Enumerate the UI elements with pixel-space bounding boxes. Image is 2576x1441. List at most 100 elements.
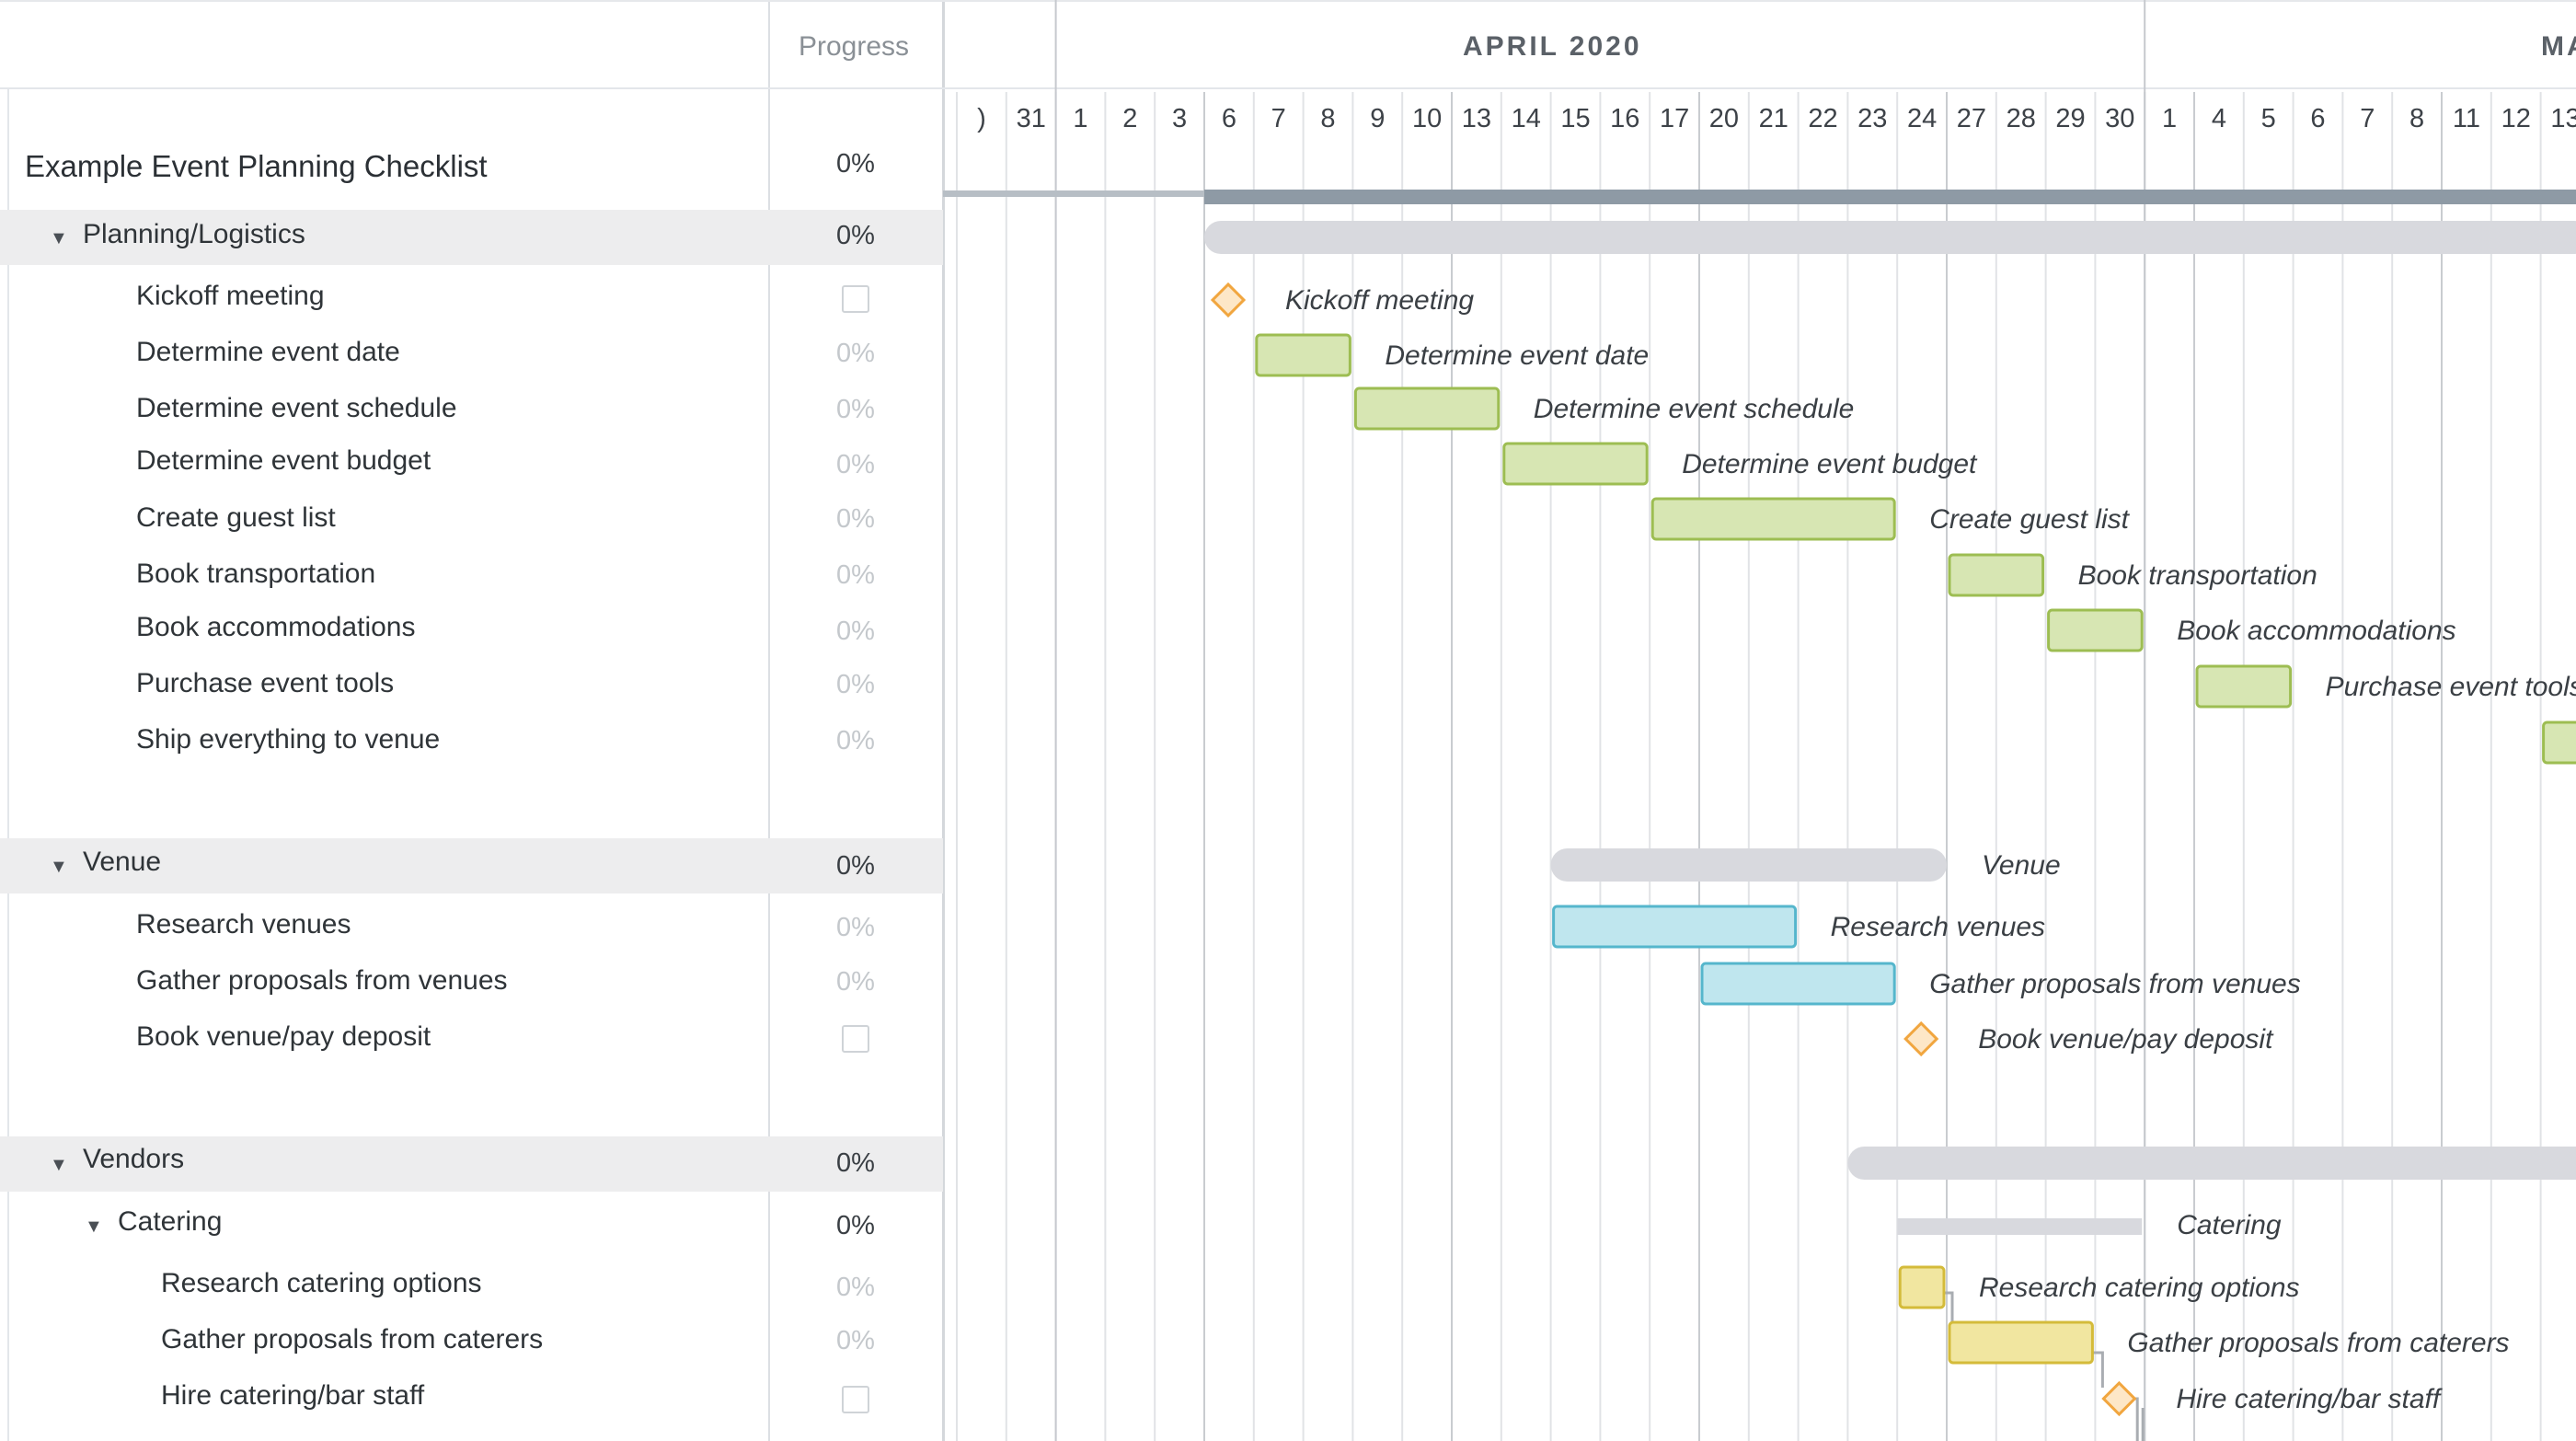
day-label: 13 <box>1462 104 1491 133</box>
day-label: 1 <box>1073 104 1087 133</box>
project-title[interactable]: Example Event Planning Checklist <box>25 149 488 183</box>
day-label: 23 <box>1857 104 1887 133</box>
task-name[interactable]: Research catering options <box>161 1268 482 1298</box>
group-label-planning[interactable]: Planning/Logistics <box>83 219 305 249</box>
day-label: 28 <box>2007 104 2036 133</box>
collapse-caret-icon[interactable]: ▼ <box>85 1216 103 1237</box>
group-label-venue[interactable]: Venue <box>83 847 162 877</box>
task-bar <box>1948 1320 2094 1365</box>
task-progress: 0% <box>836 726 875 755</box>
task-bar <box>1353 386 1501 431</box>
task-name[interactable]: Gather proposals from caterers <box>161 1324 544 1355</box>
task-name[interactable]: Determine event budget <box>136 445 431 476</box>
day-label: 6 <box>1222 104 1236 133</box>
day-label: 3 <box>1172 104 1187 133</box>
day-label: 7 <box>1271 104 1286 133</box>
group-progress-venue: 0% <box>836 851 875 881</box>
day-label: 13 <box>2550 104 2576 133</box>
day-label: 12 <box>2501 104 2531 133</box>
task-progress: 0% <box>836 504 875 534</box>
task-name[interactable]: Purchase event tools <box>136 668 395 698</box>
task-bar <box>2542 720 2576 765</box>
day-label: 27 <box>1957 104 1986 133</box>
group-row-vendors[interactable] <box>0 1136 943 1192</box>
day-label: 21 <box>1759 104 1788 133</box>
day-label: 10 <box>1412 104 1442 133</box>
task-name[interactable]: Kickoff meeting <box>136 281 325 311</box>
milestone-checkbox[interactable] <box>842 1386 869 1413</box>
task-name[interactable]: Book venue/pay deposit <box>136 1021 431 1052</box>
task-bar <box>1255 333 1351 377</box>
task-name[interactable]: Book transportation <box>136 559 376 589</box>
header-bottom-line <box>0 87 943 89</box>
task-bar-label: Research venues <box>1831 912 2045 942</box>
day-label: 20 <box>1709 104 1739 133</box>
task-progress: 0% <box>836 339 875 368</box>
task-name[interactable]: Ship everything to venue <box>136 724 441 755</box>
group-progress-vendors: 0% <box>836 1148 875 1178</box>
task-bar <box>1700 962 1896 1006</box>
task-progress: 0% <box>836 1326 875 1355</box>
task-name[interactable]: Book accommodations <box>136 612 416 642</box>
summary-bar-label: Venue <box>1982 850 2061 881</box>
dependency-connector <box>1944 1291 1954 1322</box>
task-progress: 0% <box>836 395 875 424</box>
task-bar <box>2047 608 2144 652</box>
group-row-planning[interactable] <box>0 210 943 265</box>
group-progress-planning: 0% <box>836 221 875 250</box>
task-name[interactable]: Create guest list <box>136 502 336 533</box>
task-name[interactable]: Hire catering/bar staff <box>161 1380 425 1411</box>
grid-chart-divider[interactable] <box>942 0 945 1441</box>
group-row-venue[interactable] <box>0 838 943 893</box>
day-label: 15 <box>1560 104 1590 133</box>
day-label: 17 <box>1660 104 1689 133</box>
progress-column-header[interactable]: Progress <box>799 31 910 62</box>
task-bar-label: Kickoff meeting <box>1285 285 1474 316</box>
task-name[interactable]: Determine event date <box>136 337 400 367</box>
task-bar <box>1898 1265 1946 1309</box>
name-progress-divider <box>768 0 770 1441</box>
day-label: 14 <box>1512 104 1541 133</box>
dependency-connector <box>2092 1351 2104 1388</box>
task-bar <box>2195 664 2293 709</box>
task-name[interactable]: Determine event schedule <box>136 393 457 423</box>
milestone-diamond-icon <box>1210 282 1247 318</box>
month-divider-line <box>943 87 2576 89</box>
day-label: 31 <box>1017 104 1046 133</box>
group-summary-bar-venue <box>1550 848 1947 882</box>
day-label: 6 <box>2310 104 2325 133</box>
collapse-caret-icon[interactable]: ▼ <box>50 1155 68 1175</box>
task-bar <box>1502 442 1649 486</box>
subgroup-label-catering[interactable]: Catering <box>118 1206 223 1237</box>
task-bar-label: Create guest list <box>1929 504 2130 535</box>
milestone-checkbox[interactable] <box>842 1025 869 1053</box>
task-name[interactable]: Gather proposals from venues <box>136 965 508 996</box>
task-progress: 0% <box>836 670 875 699</box>
day-label: ) <box>977 104 986 133</box>
collapse-caret-icon[interactable]: ▼ <box>50 228 68 248</box>
subgroup-progress-catering: 0% <box>836 1211 875 1240</box>
milestone-diamond-icon <box>1903 1020 1939 1057</box>
task-bar-label: Determine event schedule <box>1534 394 1855 424</box>
group-label-vendors[interactable]: Vendors <box>83 1144 185 1174</box>
milestone-checkbox[interactable] <box>842 285 869 313</box>
day-label: 16 <box>1610 104 1639 133</box>
task-bar <box>1650 497 1896 541</box>
day-label: 5 <box>2261 104 2276 133</box>
group-summary-bar-vendors <box>1847 1147 2576 1180</box>
day-label: 29 <box>2055 104 2085 133</box>
project-bar <box>1204 190 2576 204</box>
milestone-diamond-icon <box>2101 1380 2137 1417</box>
project-progress: 0% <box>836 149 875 179</box>
collapse-caret-icon[interactable]: ▼ <box>50 857 68 877</box>
header-top-line <box>0 0 2576 2</box>
left-edge <box>7 87 9 1441</box>
task-bar-label: Hire catering/bar staff <box>2176 1384 2442 1414</box>
task-progress: 0% <box>836 967 875 997</box>
task-name[interactable]: Research venues <box>136 909 351 940</box>
task-progress: 0% <box>836 1273 875 1302</box>
day-label: 24 <box>1907 104 1937 133</box>
task-progress: 0% <box>836 560 875 590</box>
